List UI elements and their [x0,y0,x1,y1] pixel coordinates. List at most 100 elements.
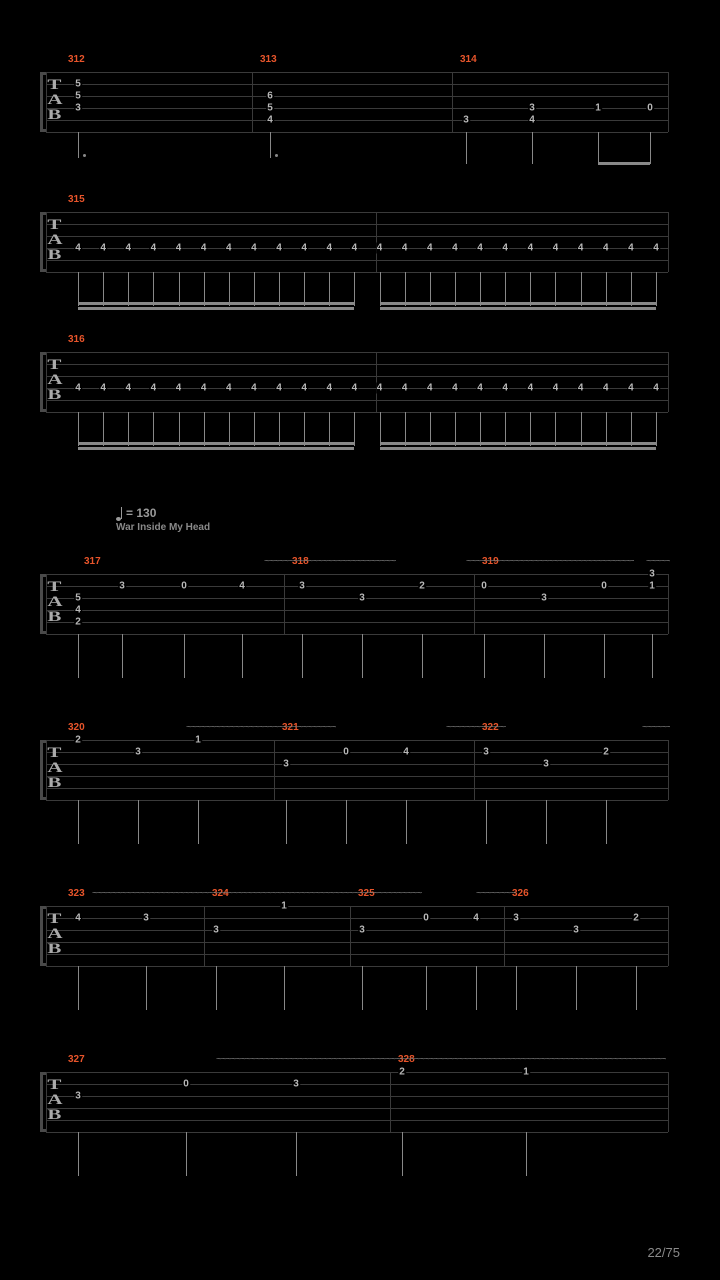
vibrato-line: ~~~~~~~ [642,722,670,728]
tab-clef: TAB [50,218,63,263]
note-stem [179,412,180,446]
fret-number: 4 [472,913,480,924]
fret-number: 3 [540,593,548,604]
fret-number: 4 [577,383,585,394]
fret-number: 0 [600,581,608,592]
beam [380,442,656,445]
beam [78,307,354,310]
note-stem [476,966,477,1010]
note-stem [405,272,406,306]
note-stem [430,272,431,306]
note-stem [656,412,657,446]
fret-number: 0 [422,913,430,924]
note-stem [405,412,406,446]
note-stem [103,412,104,446]
fret-number: 4 [266,115,274,126]
fret-number: 6 [266,91,274,102]
fret-number: 4 [150,243,158,254]
barline [46,352,47,412]
barline [668,740,669,800]
note-stem [581,412,582,446]
fret-number: 4 [351,383,359,394]
vibrato-line: ~~~~~~ [646,556,670,562]
barline [668,906,669,966]
barline [504,906,505,966]
tab-system: TAB315444444444444444444444444 [46,192,668,320]
note-stem [526,1132,527,1176]
barline [274,740,275,800]
fret-number: 0 [342,747,350,758]
note-stem [204,412,205,446]
fret-number: 5 [74,79,82,90]
tab-clef: TAB [50,580,63,625]
beam [380,307,656,310]
section-label: War Inside My Head [116,522,210,533]
note-stem [606,272,607,306]
beam [78,447,354,450]
fret-number: 4 [627,243,635,254]
barline [46,574,47,634]
fret-number: 4 [238,581,246,592]
note-stem [229,412,230,446]
note-stem [480,272,481,306]
note-stem [204,272,205,306]
note-stem [270,132,271,158]
fret-number: 3 [74,103,82,114]
tab-system: TAB317318319= 130War Inside My Head~~~~~… [46,548,668,684]
fret-number: 3 [134,747,142,758]
note-stem [455,412,456,446]
note-stem [329,412,330,446]
fret-number: 5 [266,103,274,114]
barline [46,212,47,272]
note-stem [631,412,632,446]
barline [668,212,669,272]
note-stem [103,272,104,306]
fret-number: 4 [124,383,132,394]
vibrato-line: ~~~~~~~~~~~~~~~~~~~~~~~~~~~~~~~~~~~~~~ [186,722,336,728]
vibrato-line: ~~~~~~~~~~~~~~~~~~~~~~~~~~~~~~~~~~~~~~~~… [92,888,422,894]
note-stem [153,412,154,446]
note-stem [530,272,531,306]
note-stem [78,966,79,1010]
note-stem [254,272,255,306]
note-stem [455,272,456,306]
beam [380,447,656,450]
note-stem [78,800,79,844]
barline [46,72,47,132]
fret-number: 4 [376,383,384,394]
fret-number: 5 [74,593,82,604]
fret-number: 4 [401,383,409,394]
note-stem [604,634,605,678]
tab-system: TAB31231331455365433410 [46,52,668,168]
note-stem [546,800,547,844]
fret-number: 4 [74,243,82,254]
page-number: 22/75 [647,1245,680,1260]
note-stem [581,272,582,306]
fret-number: 3 [358,925,366,936]
fret-number: 3 [512,913,520,924]
note-stem [650,132,651,164]
note-stem [286,800,287,844]
fret-number: 4 [74,383,82,394]
note-stem [422,634,423,678]
note-stem [329,272,330,306]
note-stem [179,272,180,306]
fret-number: 4 [652,243,660,254]
tempo-marking: = 130 [116,506,156,521]
note-stem [198,800,199,844]
measure-number: 314 [460,54,477,65]
note-stem [216,966,217,1010]
barline [204,906,205,966]
note-stem [406,800,407,844]
fret-number: 4 [124,243,132,254]
vibrato-line: ~~~~~~~~~~~~~~~ [446,722,506,728]
barline [668,72,669,132]
fret-number: 4 [74,605,82,616]
fret-number: 4 [99,243,107,254]
fret-number: 4 [200,243,208,254]
note-stem [466,132,467,164]
fret-number: 4 [627,383,635,394]
fret-number: 2 [602,747,610,758]
note-stem [484,634,485,678]
fret-number: 3 [528,103,536,114]
